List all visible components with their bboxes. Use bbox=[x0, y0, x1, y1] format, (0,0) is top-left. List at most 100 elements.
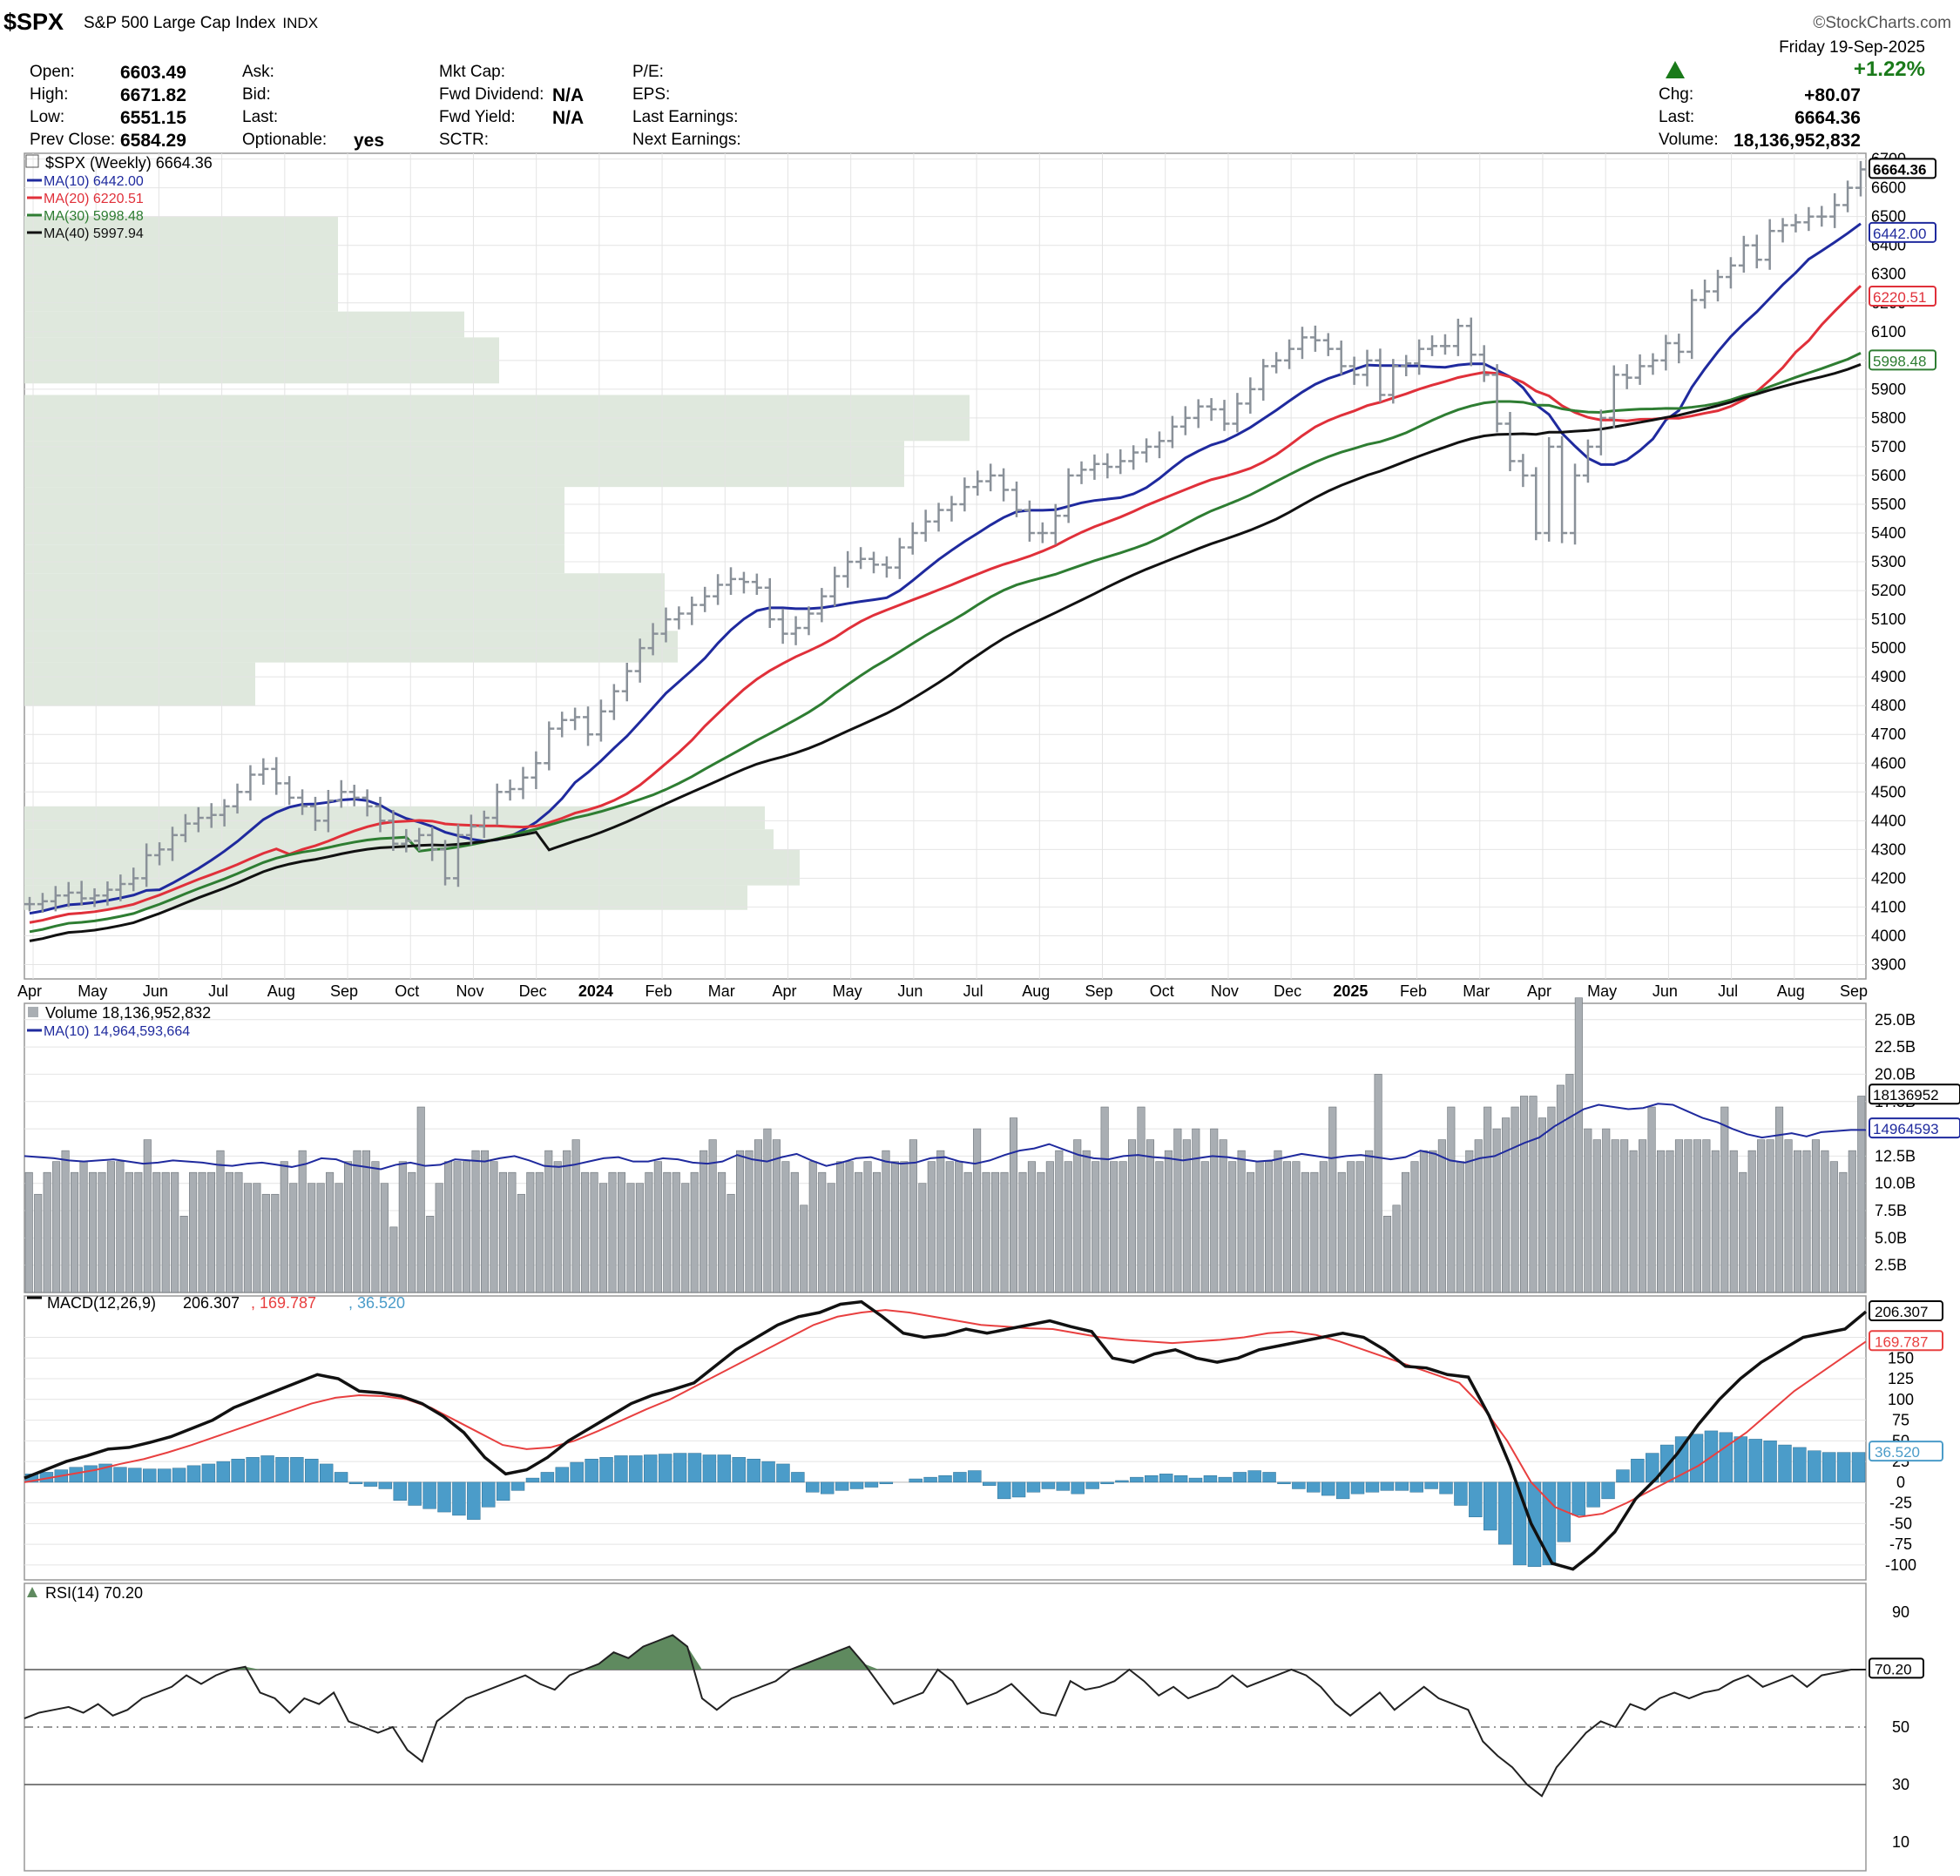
volume-bar bbox=[918, 1183, 927, 1293]
rsi-legend-icon bbox=[27, 1587, 37, 1597]
rsi-line bbox=[24, 1634, 1866, 1798]
volume-bar bbox=[225, 1171, 234, 1293]
y-tick-label: 3900 bbox=[1871, 955, 1906, 973]
last-value-tag bbox=[1869, 1657, 1924, 1679]
volume-bar bbox=[1037, 1171, 1045, 1293]
macd-histogram-bar bbox=[1763, 1441, 1777, 1483]
macd-histogram-bar bbox=[835, 1481, 849, 1491]
volume-by-price-bar bbox=[24, 885, 747, 910]
macd-histogram-bar bbox=[717, 1454, 732, 1483]
volume-bar bbox=[1447, 1106, 1456, 1293]
x-tick-label: Jul bbox=[963, 982, 983, 1000]
macd-histogram-bar bbox=[246, 1457, 260, 1483]
volume-tick-label: 25.0B bbox=[1875, 1011, 1916, 1029]
x-tick-label: Sep bbox=[1085, 982, 1113, 1000]
x-tick-label: Feb bbox=[1400, 982, 1427, 1000]
ma-legend-label: MA(10) 6442.00 bbox=[44, 174, 144, 189]
x-tick-label: Oct bbox=[395, 982, 419, 1000]
volume-bar bbox=[1711, 1150, 1720, 1293]
macd-histogram-bar bbox=[467, 1481, 481, 1520]
volume-bar bbox=[1228, 1161, 1237, 1293]
index-name: S&P 500 Large Cap Index INDX bbox=[84, 14, 318, 33]
y-tick-label: 4300 bbox=[1871, 840, 1906, 858]
y-tick-label: 5500 bbox=[1871, 496, 1906, 513]
macd-histogram-bar bbox=[1469, 1481, 1483, 1518]
x-tick-label: Mar bbox=[1463, 982, 1490, 1000]
y-tick-label: 6500 bbox=[1871, 208, 1906, 226]
field-label: EPS: bbox=[632, 85, 671, 104]
volume-bar bbox=[790, 1171, 799, 1293]
volume-bar bbox=[1045, 1161, 1054, 1293]
x-tick-label: Dec bbox=[1274, 982, 1301, 1000]
macd-histogram-bar bbox=[525, 1477, 540, 1483]
macd-signal-line bbox=[24, 1309, 1867, 1518]
volume-bar bbox=[198, 1171, 206, 1293]
macd-histogram-bar bbox=[1307, 1481, 1321, 1493]
volume-bar bbox=[1839, 1171, 1848, 1293]
volume-bar bbox=[526, 1171, 535, 1293]
volume-by-price-bar bbox=[24, 216, 338, 278]
macd-histogram-bar bbox=[747, 1458, 760, 1483]
last-value-text: 14964593 bbox=[1873, 1121, 1939, 1137]
macd-histogram-bar bbox=[644, 1454, 658, 1483]
volume-bar bbox=[143, 1139, 152, 1293]
volume-bar bbox=[1538, 1117, 1547, 1293]
volume-bar bbox=[1639, 1139, 1647, 1293]
volume-bar bbox=[490, 1161, 498, 1293]
macd-tick-label: -75 bbox=[1889, 1535, 1912, 1553]
volume-bar bbox=[663, 1171, 672, 1293]
volume-by-price-bar bbox=[24, 662, 255, 706]
x-tick-label: Aug bbox=[1022, 982, 1050, 1000]
macd-histogram-bar bbox=[113, 1467, 127, 1483]
volume-tick-label: 20.0B bbox=[1875, 1065, 1916, 1083]
macd-histogram-bar bbox=[319, 1463, 334, 1483]
price-panel-title: $SPX (Weekly) 6664.36 bbox=[45, 154, 213, 172]
volume-bar bbox=[1584, 1128, 1592, 1293]
last-value-tag bbox=[1869, 349, 1936, 371]
volume-bar bbox=[1264, 1161, 1274, 1293]
macd-histogram-bar bbox=[1601, 1481, 1615, 1500]
field-label: Open: bbox=[30, 63, 75, 81]
macd-histogram-bar bbox=[672, 1453, 687, 1483]
volume-bar bbox=[1620, 1139, 1629, 1293]
x-tick-label: Nov bbox=[1211, 982, 1239, 1000]
macd-tick-label: 100 bbox=[1888, 1391, 1914, 1408]
macd-histogram-bar bbox=[1409, 1481, 1423, 1493]
volume-bar bbox=[635, 1183, 644, 1293]
macd-histogram-bar bbox=[1188, 1477, 1203, 1483]
macd-histogram-bar bbox=[482, 1481, 496, 1508]
y-tick-label: 4700 bbox=[1871, 725, 1906, 743]
ma-line bbox=[29, 363, 1862, 942]
macd-histogram-bar bbox=[216, 1461, 231, 1483]
volume-bar bbox=[517, 1193, 525, 1293]
macd-histogram-bar bbox=[1026, 1481, 1041, 1493]
up-arrow-icon bbox=[1666, 61, 1685, 78]
last-value-tag bbox=[1869, 1117, 1960, 1139]
volume-by-price-bar bbox=[24, 311, 464, 338]
volume-bar bbox=[1848, 1150, 1856, 1293]
macd-histogram-bar bbox=[1674, 1436, 1689, 1483]
macd-tick-label: 0 bbox=[1896, 1474, 1905, 1491]
volume-bar bbox=[754, 1139, 762, 1293]
volume-bar bbox=[945, 1161, 954, 1293]
volume-bar bbox=[34, 1193, 43, 1293]
volume-bar bbox=[1757, 1139, 1766, 1293]
volume-bar bbox=[308, 1183, 316, 1293]
macd-histogram-bar bbox=[1071, 1481, 1085, 1495]
volume-bar bbox=[890, 1161, 899, 1293]
volume-bar bbox=[1702, 1139, 1711, 1293]
macd-histogram-bar bbox=[1484, 1481, 1497, 1531]
macd-histogram-bar bbox=[128, 1468, 142, 1483]
macd-histogram-bar bbox=[260, 1455, 274, 1483]
last-value-text: 6664.36 bbox=[1873, 161, 1926, 178]
last-value-tag bbox=[1869, 1330, 1943, 1352]
x-tick-label: Jun bbox=[1652, 982, 1678, 1000]
volume-bar bbox=[1556, 1084, 1565, 1293]
x-tick-label: Jul bbox=[208, 982, 228, 1000]
rsi-tick-label: 90 bbox=[1892, 1603, 1909, 1621]
macd-histogram-bar bbox=[732, 1457, 746, 1483]
signal-value: , 169.787 bbox=[251, 1294, 316, 1312]
volume-bar bbox=[544, 1150, 553, 1293]
volume-bar bbox=[1647, 1106, 1656, 1293]
